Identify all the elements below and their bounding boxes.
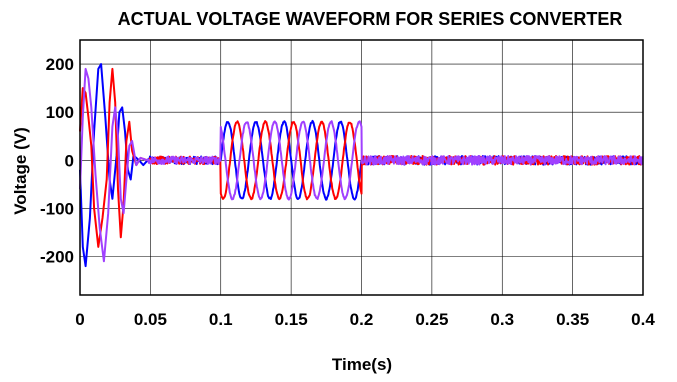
x-tick-label: 0.3	[490, 310, 514, 329]
y-tick-label: 200	[46, 55, 74, 74]
series-layer	[79, 63, 644, 268]
y-tick-label: 0	[65, 151, 74, 170]
x-tick-label: 0.25	[415, 310, 448, 329]
x-tick-label: 0.05	[134, 310, 167, 329]
x-tick-label: 0.1	[209, 310, 233, 329]
x-tick-label: 0.15	[275, 310, 308, 329]
x-tick-label: 0.35	[556, 310, 589, 329]
tick-labels: 0 0.05 0.1 0.15 0.2 0.25 0.3 0.35 0.4 -200 -100 0 10…	[40, 55, 655, 329]
y-tick-label: 100	[46, 103, 74, 122]
y-axis-label: Voltage (V)	[11, 127, 30, 215]
x-tick-label: 0.2	[350, 310, 374, 329]
chart-title: ACTUAL VOLTAGE WAVEFORM FOR SERIES CONVE…	[118, 9, 623, 29]
x-axis-label: Time(s)	[332, 355, 392, 374]
x-tick-label: 0.4	[631, 310, 655, 329]
y-tick-label: -200	[40, 248, 74, 267]
x-tick-label: 0	[75, 310, 84, 329]
y-tick-label: -100	[40, 199, 74, 218]
series-line-violet	[79, 67, 644, 263]
plot-frame	[79, 39, 644, 296]
